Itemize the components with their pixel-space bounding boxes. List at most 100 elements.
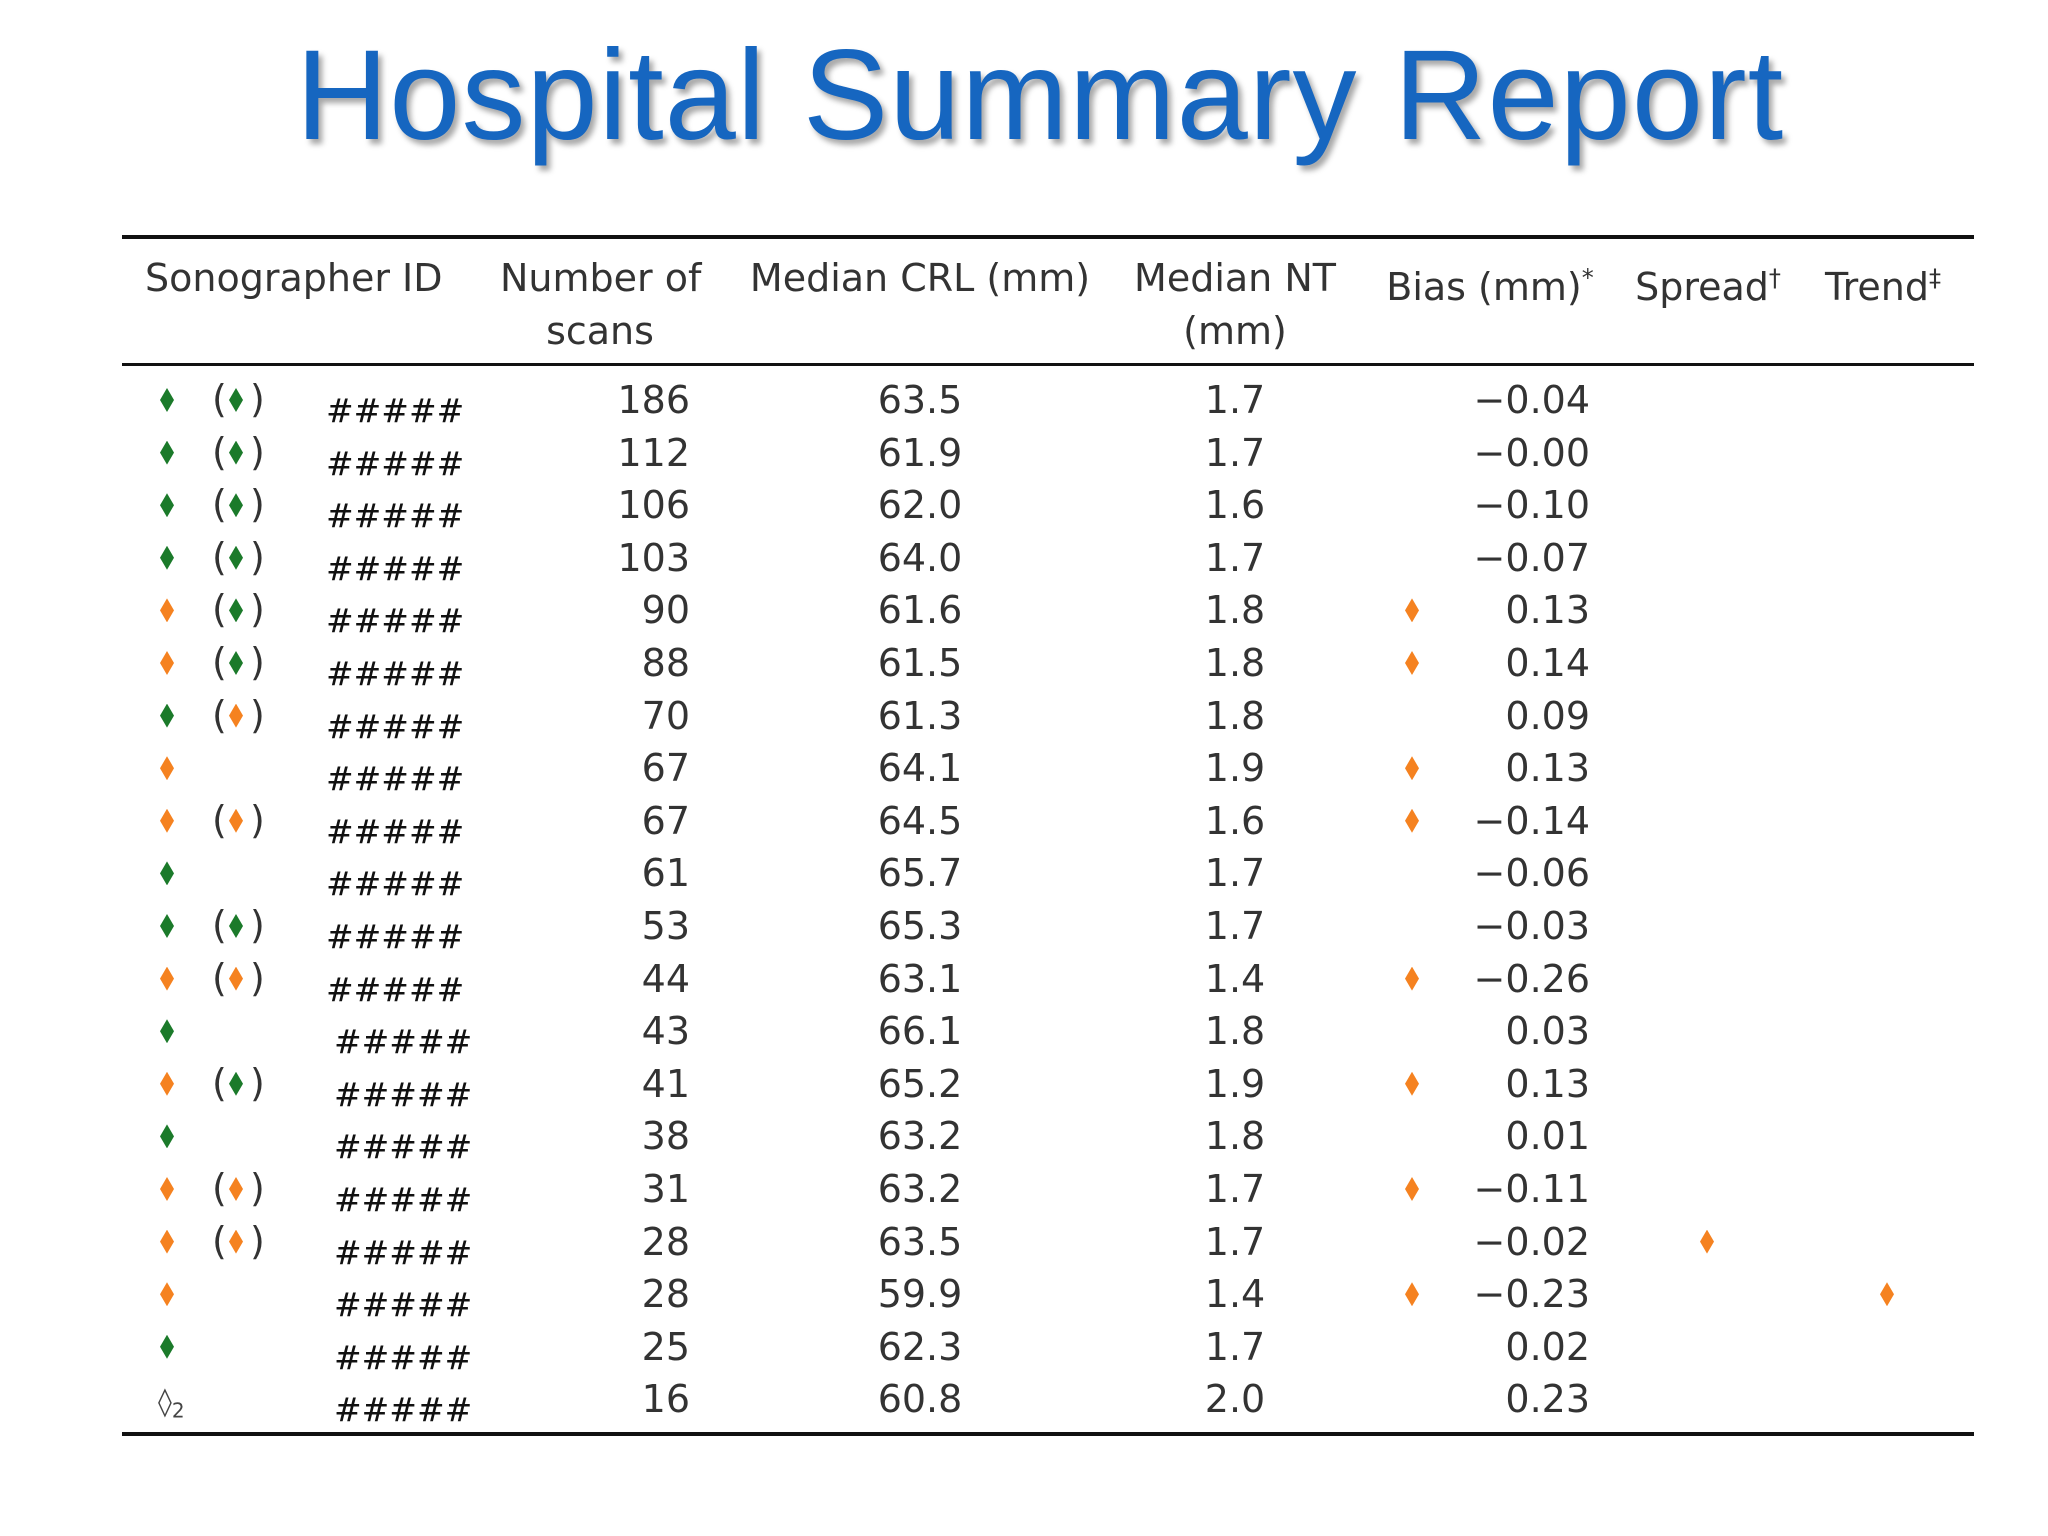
- paren-close: ): [250, 377, 265, 421]
- median-crl: 63.5: [877, 378, 963, 422]
- median-crl: 62.0: [877, 483, 963, 528]
- sonographer-id: #####: [334, 1022, 473, 1062]
- median-nt: 1.7: [1204, 904, 1266, 948]
- table-row: ##### 43 66.1 1.8 0.03: [0, 1005, 2048, 1061]
- secondary-status: (): [212, 1163, 265, 1215]
- status-diamond-green: [160, 703, 174, 728]
- table-row: ##### 38 63.2 1.8 0.01: [0, 1110, 2048, 1166]
- status-diamond-orange: [160, 598, 174, 623]
- scan-count: 88: [641, 641, 690, 685]
- bias-value: −0.04: [1473, 378, 1590, 422]
- paren-close: ): [250, 955, 265, 1000]
- bias-value: −0.23: [1473, 1272, 1590, 1317]
- trend-flag-diamond: [1880, 1282, 1894, 1307]
- table-row: () ##### 88 61.5 1.8 0.14: [0, 637, 2048, 693]
- scan-count: 90: [641, 588, 690, 633]
- scan-count: 28: [641, 1219, 690, 1264]
- median-nt: 1.8: [1204, 588, 1266, 633]
- header-number-of-scans-line1: Number of: [500, 256, 702, 300]
- sonographer-id: #####: [326, 969, 465, 1009]
- paren-open: (: [212, 955, 227, 1000]
- header-median-crl: Median CRL (mm): [745, 252, 1095, 305]
- header-median-nt-line1: Median NT: [1134, 256, 1336, 300]
- median-crl: 61.9: [877, 430, 963, 475]
- status-diamond-orange: [160, 1177, 174, 1201]
- table-row: ##### 28 59.9 1.4 −0.23: [0, 1268, 2048, 1324]
- paren-open: (: [212, 797, 227, 842]
- paren-close: ): [250, 482, 265, 527]
- scan-count: 67: [641, 798, 690, 843]
- status-diamond-green: [160, 440, 174, 465]
- median-nt: 1.8: [1204, 1114, 1266, 1159]
- median-nt: 1.7: [1204, 535, 1266, 580]
- paren-close: ): [250, 1218, 265, 1263]
- median-nt: 1.9: [1204, 746, 1266, 791]
- bias-value: 0.23: [1505, 1377, 1590, 1422]
- paren-close: ): [250, 640, 265, 684]
- sonographer-id: #####: [334, 1127, 473, 1167]
- status-diamond-green: [160, 1334, 174, 1359]
- bias-value: 0.03: [1505, 1009, 1590, 1054]
- secondary-status: (): [212, 584, 265, 636]
- secondary-status: (): [212, 953, 265, 1005]
- table-row: () ##### 67 64.5 1.6 −0.14: [0, 795, 2048, 851]
- table-row: () ##### 112 61.9 1.7 −0.00: [0, 427, 2048, 483]
- header-spread-label: Spread: [1635, 265, 1769, 309]
- header-bias-label: Bias (mm): [1386, 265, 1582, 309]
- paren-inner: [222, 479, 250, 531]
- table-row: ##### 61 65.7 1.7 −0.06: [0, 847, 2048, 903]
- bias-value: −0.10: [1473, 483, 1590, 528]
- median-nt: 1.8: [1204, 641, 1266, 685]
- status-hollow-glyph: ◊: [158, 1385, 172, 1419]
- secondary-status: (): [212, 900, 265, 952]
- median-crl: 63.1: [877, 956, 963, 1001]
- median-crl: 61.6: [877, 588, 963, 633]
- scan-count: 25: [641, 1324, 690, 1369]
- secondary-diamond-orange: [229, 808, 243, 833]
- paren-open: (: [212, 482, 227, 527]
- median-crl: 63.2: [877, 1114, 963, 1159]
- bias-value: 0.13: [1505, 588, 1590, 633]
- median-nt: 2.0: [1204, 1377, 1266, 1422]
- median-nt: 1.7: [1204, 378, 1266, 422]
- median-nt: 1.9: [1204, 1061, 1266, 1106]
- secondary-status: (): [212, 374, 265, 426]
- secondary-diamond-green: [229, 914, 243, 938]
- sonographer-id: #####: [326, 443, 465, 483]
- paren-close: ): [250, 797, 265, 842]
- secondary-diamond-green: [229, 651, 243, 675]
- paren-open: (: [212, 1218, 227, 1263]
- sonographer-id: #####: [334, 1180, 473, 1219]
- sonographer-id: #####: [326, 548, 465, 588]
- paren-inner: [222, 1216, 250, 1268]
- scan-count: 43: [641, 1009, 690, 1054]
- scan-count: 61: [641, 851, 690, 896]
- page-title: Hospital Summary Report: [295, 24, 1785, 167]
- status-diamond-green: [160, 914, 174, 938]
- sonographer-id: #####: [326, 496, 465, 536]
- spread-flag-diamond: [1700, 1229, 1714, 1254]
- header-trend: Trend‡: [1818, 252, 1948, 314]
- median-crl: 64.5: [877, 798, 963, 843]
- secondary-status: (): [212, 637, 265, 689]
- median-crl: 60.8: [877, 1377, 963, 1422]
- header-median-nt: Median NT (mm): [1125, 252, 1345, 358]
- bias-flag-diamond: [1405, 1177, 1419, 1201]
- secondary-status: (): [212, 690, 265, 742]
- status-diamond-orange: [160, 1282, 174, 1307]
- secondary-status: (): [212, 427, 265, 479]
- sonographer-id: #####: [326, 706, 465, 746]
- header-sonographer-id-label: Sonographer ID: [145, 256, 443, 300]
- header-median-crl-label: Median CRL (mm): [749, 256, 1091, 300]
- bias-flag-diamond: [1405, 808, 1419, 833]
- status-diamond-green: [160, 545, 174, 570]
- scan-count: 106: [617, 483, 690, 528]
- median-crl: 65.2: [877, 1061, 963, 1106]
- table-row: () ##### 90 61.6 1.8 0.13: [0, 584, 2048, 640]
- median-crl: 59.9: [877, 1272, 963, 1317]
- header-spread: Spread†: [1633, 252, 1783, 314]
- median-crl: 65.3: [877, 904, 963, 948]
- paren-open: (: [212, 1060, 227, 1105]
- scan-count: 41: [641, 1061, 690, 1106]
- paren-close: ): [250, 1060, 265, 1105]
